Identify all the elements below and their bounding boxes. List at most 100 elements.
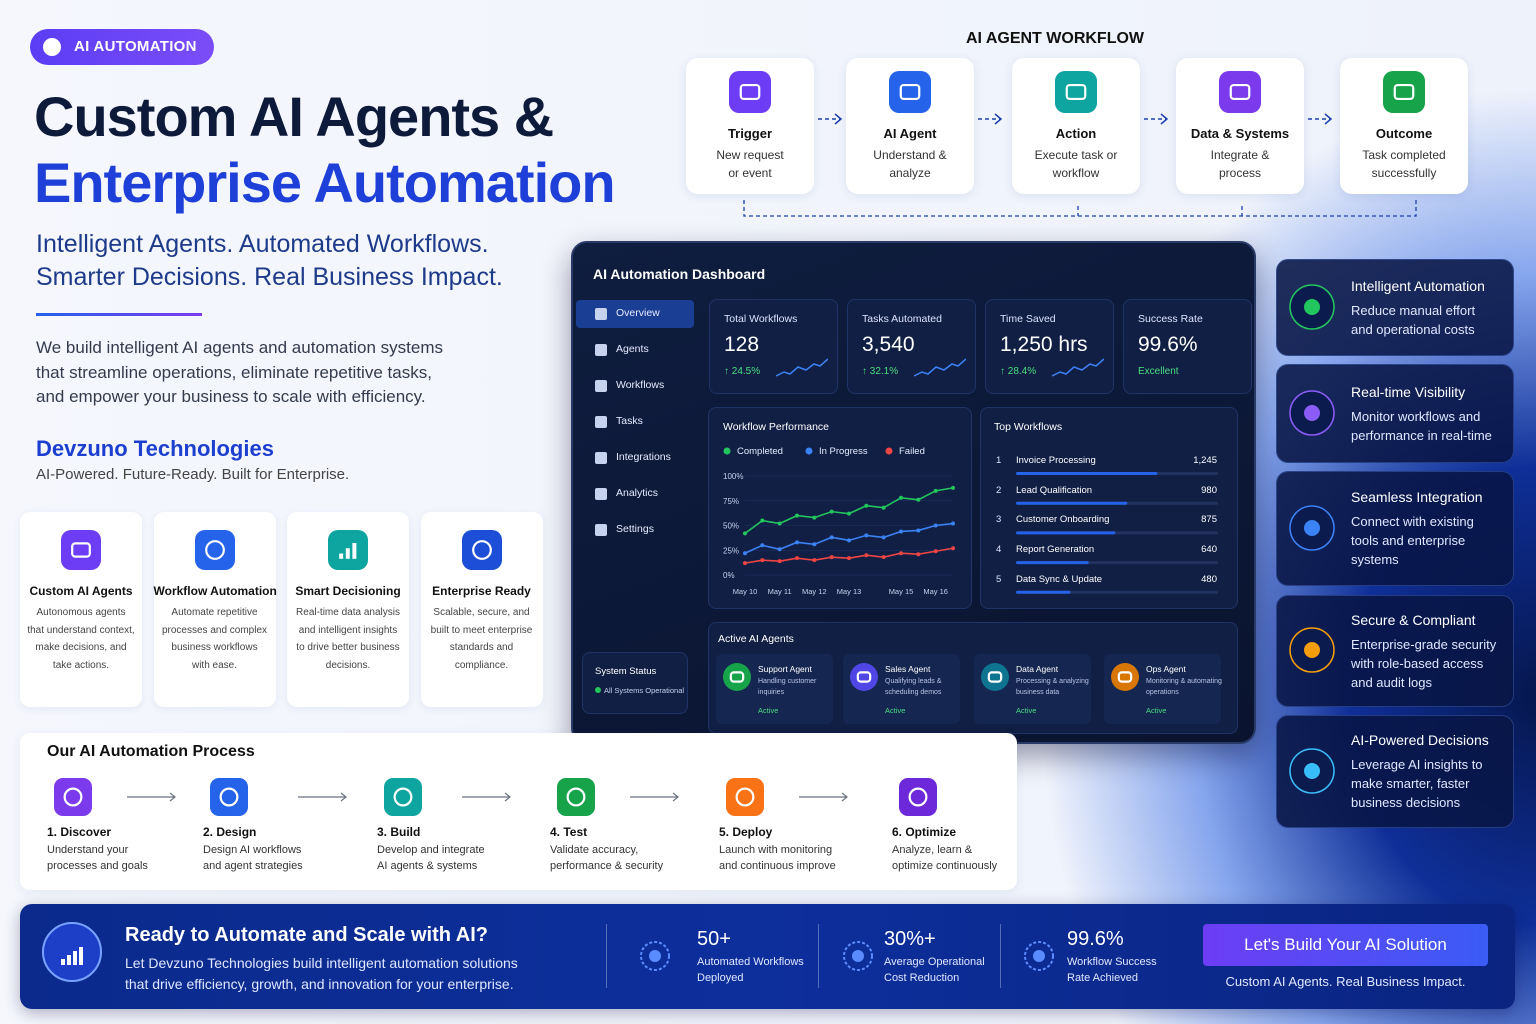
connector: [743, 200, 1417, 217]
icon-glyph: [908, 787, 928, 807]
agent-name: Ops Agent: [1146, 664, 1186, 674]
nav-item[interactable]: Settings: [576, 516, 694, 544]
kpi-change: ↑ 28.4%: [1000, 366, 1037, 377]
icon-bg: [981, 663, 1009, 691]
point: [933, 488, 938, 493]
process-step-text: performance & security: [550, 860, 664, 872]
nav-item[interactable]: Analytics: [576, 480, 694, 508]
graphic: [1052, 358, 1104, 377]
workflow-value: 480: [1201, 573, 1217, 585]
graphic: [729, 71, 771, 113]
step-title: Outcome: [1375, 126, 1433, 141]
nav-icon: [595, 452, 607, 464]
x-tick-label: May 12: [802, 587, 827, 596]
point: [951, 485, 955, 490]
legend-label: Failed: [899, 446, 925, 457]
kpi-label: Total Workflows: [724, 313, 798, 325]
nav-item[interactable]: Workflows: [576, 372, 694, 400]
stat-icon: [843, 941, 873, 971]
point: [864, 553, 869, 558]
nav-item[interactable]: Integrations: [576, 444, 694, 472]
process-step-text: and continuous improve: [719, 860, 836, 872]
y-tick-label: 75%: [723, 497, 739, 506]
point: [777, 547, 782, 552]
point: [864, 503, 869, 508]
feature-text: make decisions, and: [35, 642, 127, 653]
workflow-step: Trigger New request or event: [686, 58, 814, 194]
process-title: Our AI Automation Process: [47, 743, 255, 760]
dashboard: AI Automation Dashboard Overview Agents Wor…: [571, 241, 1256, 744]
agent-text: Processing & analyzing: [1016, 678, 1089, 685]
feature-title: Enterprise Ready: [432, 584, 531, 598]
cta-text: that drive efficiency, growth, and innov…: [125, 976, 514, 992]
icon-glyph: [1393, 83, 1415, 101]
point: [829, 535, 834, 540]
graphic: [1289, 283, 1335, 330]
stat-icon-core: [852, 950, 864, 962]
legend-dot: [723, 447, 731, 455]
kpi-change: ↑ 24.5%: [724, 366, 761, 377]
nav-item[interactable]: Agents: [576, 336, 694, 364]
process-panel: Our AI Automation Process 1. Discover Unde…: [20, 733, 1017, 890]
graphic: [1289, 627, 1335, 673]
icon-glyph: [856, 671, 872, 683]
badge: AI AUTOMATION: [30, 29, 214, 65]
nav-label: Tasks: [616, 415, 643, 427]
benefit-title: AI-Powered Decisions: [1351, 732, 1489, 748]
agent-card: Sales Agent Qualifying leads & scheduling …: [843, 654, 960, 724]
process-step-text: optimize continuously: [892, 860, 998, 872]
icon-bg: [889, 71, 931, 113]
nav-item[interactable]: Tasks: [576, 408, 694, 436]
benefit-text: and audit logs: [1351, 674, 1432, 690]
icon-bg: [726, 778, 764, 816]
process-step-text: and agent strategies: [203, 860, 303, 872]
icon-bg: [61, 530, 101, 570]
text-line: and empower your business to scale with …: [36, 387, 426, 406]
cta-button[interactable]: Let's Build Your AI Solution: [1203, 924, 1488, 966]
panel-title: Active AI Agents: [718, 633, 794, 645]
process-step-text: AI agents & systems: [377, 860, 478, 872]
cta-icon-bar: [73, 951, 77, 965]
status-title: System Status: [595, 666, 657, 677]
icon-glyph: [63, 787, 83, 807]
icon-bg: [210, 778, 248, 816]
feature-text: and intelligent insights: [298, 624, 398, 636]
stat-text: Average Operational: [884, 956, 985, 968]
feature-text: built to meet enterprise: [430, 624, 533, 636]
benefit-text: Leverage AI insights to: [1351, 757, 1483, 772]
agent-text: Qualifying leads &: [885, 678, 942, 685]
process-step-title: 1. Discover: [47, 825, 112, 839]
agent-status: Active: [885, 706, 906, 715]
rank: 5: [996, 573, 1002, 585]
benefit-text: performance in real-time: [1351, 427, 1492, 443]
step-text: successfully: [1371, 166, 1437, 180]
feature-text: business workflows: [171, 642, 258, 653]
graphic: [384, 778, 422, 816]
top-panel: Top Workflows 1 Invoice Processing 1,245 2 Le…: [980, 407, 1238, 609]
hero-title: Enterprise Automation: [34, 151, 616, 214]
feature-text: with ease.: [191, 659, 238, 671]
graphic: [595, 416, 607, 428]
benefit-glyph: [1304, 762, 1320, 779]
nav-label: Workflows: [616, 379, 665, 391]
stat-icon-core: [1033, 950, 1045, 962]
step-text: process: [1218, 166, 1262, 180]
hero-title: Custom AI Agents &: [34, 85, 554, 148]
bar: [1016, 472, 1158, 475]
agent-text: Handling customer: [758, 678, 817, 685]
nav-item[interactable]: Overview: [576, 300, 694, 328]
workflow-step: AI Agent Understand & analyze: [846, 58, 974, 194]
series-line: [744, 487, 954, 535]
feature-card: Smart Decisioning Real-time data analysis…: [287, 512, 409, 707]
benefit-glyph: [1304, 298, 1320, 315]
cta-icon: [42, 922, 102, 982]
graphic: 0% 25% 50% 75% 100% May 10 May 11 May 12 May 13 M…: [723, 446, 955, 596]
chart-panel: Workflow Performance 0% 25% 50% 75% 100% May 1…: [708, 407, 972, 609]
graphic: [1219, 71, 1261, 113]
benefit-text: make smarter, faster: [1351, 776, 1470, 791]
process-step-text: processes and goals: [47, 860, 148, 872]
graphic: [595, 344, 607, 356]
workflow-name: Data Sync & Update: [1016, 573, 1103, 585]
icon-glyph: [1229, 83, 1251, 101]
icon-bg: [461, 530, 502, 570]
